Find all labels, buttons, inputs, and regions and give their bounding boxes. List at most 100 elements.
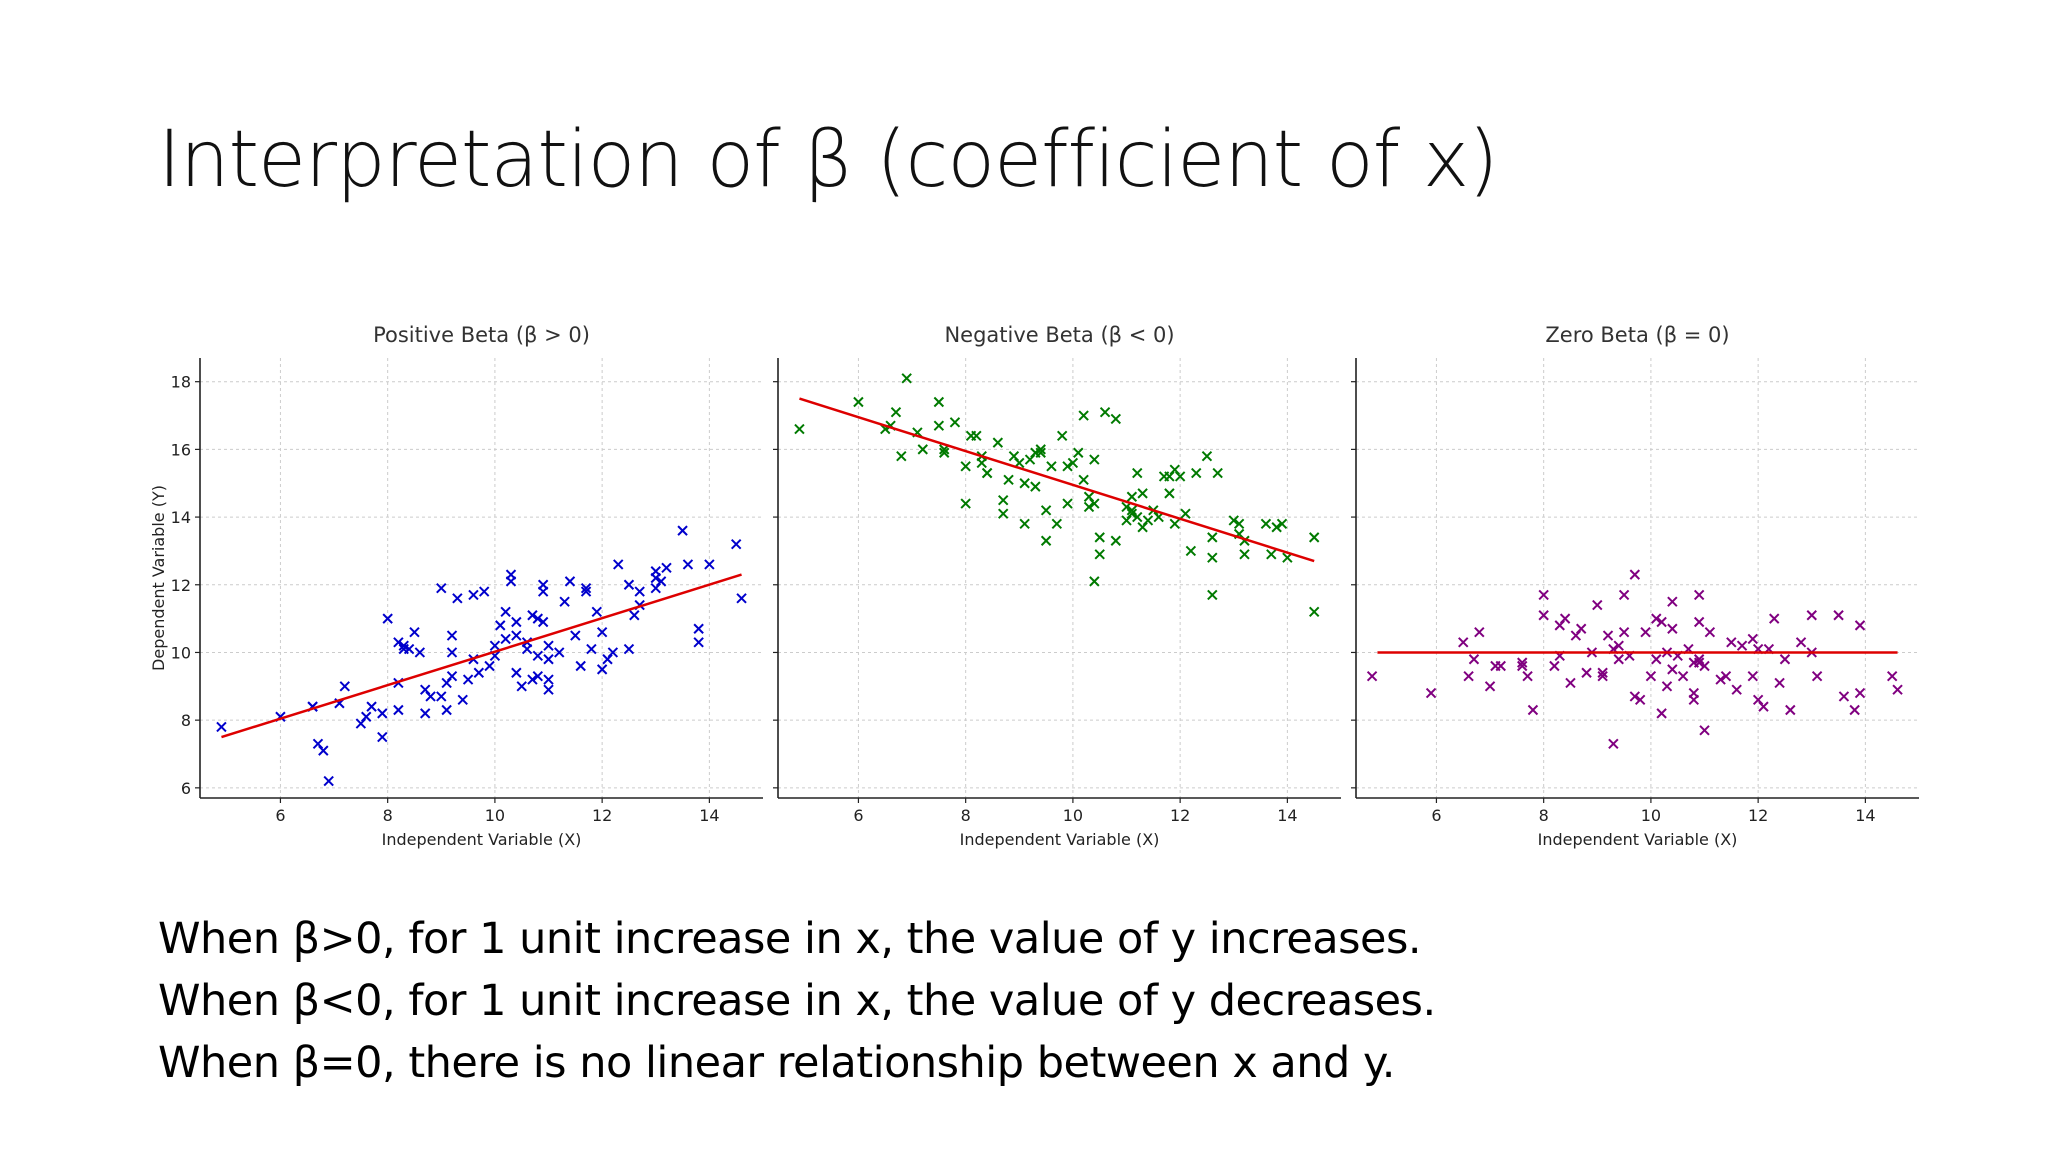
data-point xyxy=(1602,630,1614,641)
data-point xyxy=(1629,569,1641,580)
data-point xyxy=(366,701,377,712)
data-point xyxy=(992,437,1004,448)
data-point xyxy=(1656,708,1667,719)
data-point xyxy=(1137,488,1148,499)
data-point xyxy=(1538,589,1549,601)
data-point xyxy=(1833,610,1844,621)
data-point xyxy=(1886,670,1898,682)
x-tick-label: 12 xyxy=(1170,806,1190,825)
data-point xyxy=(1207,552,1218,563)
data-point xyxy=(1517,660,1528,672)
data-point xyxy=(532,613,544,624)
data-point xyxy=(1078,410,1089,421)
data-point xyxy=(1731,684,1742,695)
data-point xyxy=(693,637,704,648)
data-point xyxy=(596,626,608,638)
data-point xyxy=(543,640,554,651)
data-point xyxy=(586,643,597,655)
data-point xyxy=(1806,610,1817,621)
data-point xyxy=(1191,467,1202,479)
data-point xyxy=(1003,474,1014,486)
data-point xyxy=(1271,522,1282,533)
data-point xyxy=(1667,623,1678,634)
data-point xyxy=(613,559,624,570)
data-point xyxy=(403,643,415,655)
data-point xyxy=(505,576,517,587)
data-point xyxy=(1592,599,1603,611)
data-point xyxy=(933,396,945,408)
data-point xyxy=(1474,626,1485,638)
data-point xyxy=(1693,589,1705,601)
data-point xyxy=(1688,694,1700,706)
data-point xyxy=(1527,704,1539,716)
data-point xyxy=(1795,637,1807,648)
y-tick-label: 10 xyxy=(171,643,191,662)
bullet-zero-beta: When β=0, there is no linear relationshi… xyxy=(158,1038,1395,1088)
data-point xyxy=(570,630,581,641)
x-tick-label: 8 xyxy=(383,806,393,825)
y-tick-label: 6 xyxy=(181,779,191,798)
data-point xyxy=(1634,694,1646,706)
data-point xyxy=(1062,498,1073,509)
data-point xyxy=(997,494,1009,506)
data-point xyxy=(1779,654,1791,665)
data-point xyxy=(580,582,592,594)
data-point xyxy=(1747,633,1758,645)
x-axis-label: Independent Variable (X) xyxy=(382,830,582,849)
data-point xyxy=(1608,738,1619,750)
data-point xyxy=(543,674,554,685)
data-point xyxy=(446,647,458,658)
data-point xyxy=(216,721,227,733)
data-point xyxy=(1677,670,1689,682)
data-point xyxy=(933,420,945,431)
data-point xyxy=(489,640,501,651)
data-point xyxy=(1645,670,1657,682)
chart-panel-1: 6 8 10 12 14 Negative Beta (β < 0) Independent… xyxy=(773,323,1341,849)
data-point xyxy=(976,457,987,469)
data-point xyxy=(446,630,458,641)
data-point xyxy=(1661,681,1673,692)
data-point xyxy=(1656,616,1667,628)
data-point xyxy=(1785,704,1796,716)
x-axis-label: Independent Variable (X) xyxy=(1538,830,1738,849)
data-point xyxy=(1132,467,1143,479)
data-point xyxy=(971,430,982,442)
data-point xyxy=(736,593,747,604)
data-point xyxy=(1581,667,1592,678)
data-point xyxy=(1260,518,1272,530)
data-point xyxy=(441,704,452,716)
data-point xyxy=(1565,677,1576,689)
data-point xyxy=(1142,515,1154,526)
data-point xyxy=(1164,488,1175,499)
y-tick-label: 18 xyxy=(171,373,191,392)
data-point xyxy=(554,647,565,658)
data-point xyxy=(704,559,715,570)
data-point xyxy=(527,610,538,621)
data-point xyxy=(1062,461,1073,472)
data-point xyxy=(794,423,805,435)
bullet-negative-beta: When β<0, for 1 unit increase in x, the … xyxy=(158,976,1436,1026)
data-point xyxy=(1089,454,1100,465)
data-point xyxy=(896,450,907,462)
data-point xyxy=(1035,447,1046,458)
x-tick-label: 14 xyxy=(1277,806,1297,825)
bullet-positive-beta: When β>0, for 1 unit increase in x, the … xyxy=(158,914,1422,964)
data-point xyxy=(1110,535,1122,546)
x-axis-label: Independent Variable (X) xyxy=(960,830,1160,849)
data-point xyxy=(409,626,420,638)
data-point xyxy=(532,670,544,682)
data-point xyxy=(500,633,511,645)
chart-panel-2: 6 8 10 12 14 Zero Beta (β = 0) Independent Var… xyxy=(1351,323,1919,849)
data-point xyxy=(1736,640,1748,651)
y-tick-label: 12 xyxy=(171,576,191,595)
data-point xyxy=(1618,626,1630,638)
data-point xyxy=(1233,518,1245,530)
data-point xyxy=(1651,654,1662,665)
data-point xyxy=(1559,613,1571,624)
data-point xyxy=(1308,606,1320,618)
data-point xyxy=(1458,637,1469,648)
data-point xyxy=(511,667,522,678)
data-point xyxy=(901,373,912,384)
data-point xyxy=(575,660,586,672)
data-point xyxy=(591,606,602,618)
